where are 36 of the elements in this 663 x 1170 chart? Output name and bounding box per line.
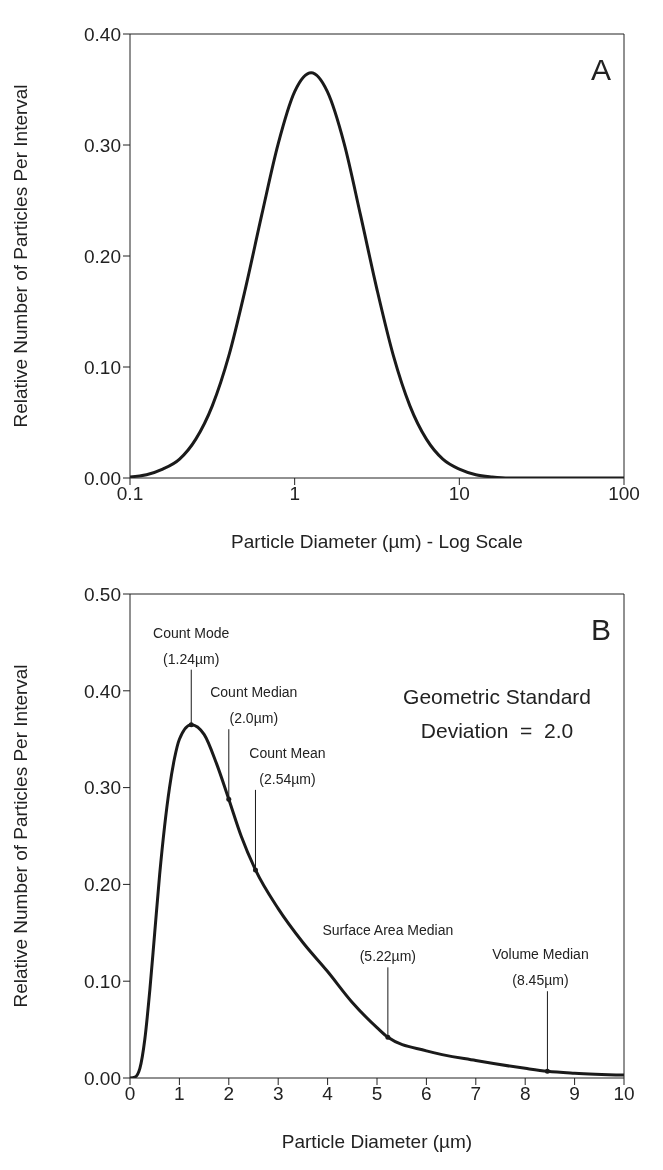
annotation: Count Mean (2.54µm) — [249, 744, 326, 787]
y-tick-label: 0.30 — [84, 777, 121, 799]
y-tick-label: 0.00 — [84, 1067, 121, 1089]
x-axis-title: Particle Diameter (µm) - Log Scale — [231, 531, 523, 552]
x-tick-label: 1 — [289, 483, 300, 505]
annotation: Geometric Standard Deviation = 2.0 — [403, 684, 591, 744]
x-tick-label: 0 — [124, 1083, 136, 1105]
y-tick-label: 0.40 — [84, 680, 121, 702]
x-tick-label: 10 — [613, 1083, 635, 1105]
annotation: B — [590, 612, 611, 648]
x-tick-label: 4 — [322, 1083, 334, 1105]
annotation: Count Mode (1.24µm) — [153, 624, 230, 667]
x-tick-label: 7 — [470, 1083, 482, 1105]
annotation: A — [590, 52, 611, 88]
x-tick-label: 10 — [448, 483, 470, 505]
x-tick-label: 3 — [272, 1083, 284, 1105]
y-tick-label: 0.40 — [84, 23, 121, 45]
y-axis-title: Relative Number of Particles Per Interval — [9, 664, 31, 1008]
y-tick-label: 0.30 — [84, 134, 121, 156]
y-axis-title: Relative Number of Particles Per Interval — [9, 84, 31, 428]
x-tick-label: 100 — [608, 483, 640, 505]
y-tick-label: 0.10 — [84, 356, 121, 378]
x-tick-label: 9 — [569, 1083, 580, 1105]
y-tick-label: 0.20 — [84, 874, 121, 896]
x-tick-label: 1 — [174, 1083, 185, 1105]
y-tick-label: 0.10 — [84, 970, 121, 992]
x-tick-label: 8 — [519, 1083, 531, 1105]
x-tick-label: 2 — [223, 1083, 235, 1105]
x-tick-label: 6 — [421, 1083, 432, 1105]
annotation: Count Median (2.0µm) — [210, 684, 298, 727]
y-tick-label: 0.20 — [84, 245, 121, 267]
x-axis-title: Particle Diameter (µm) — [281, 1131, 473, 1152]
x-tick-label: 5 — [371, 1083, 383, 1105]
annotation: Volume Median (8.45µm) — [492, 946, 589, 989]
y-tick-label: 0.50 — [84, 583, 121, 605]
annotation: Surface Area Median (5.22µm) — [322, 922, 454, 965]
